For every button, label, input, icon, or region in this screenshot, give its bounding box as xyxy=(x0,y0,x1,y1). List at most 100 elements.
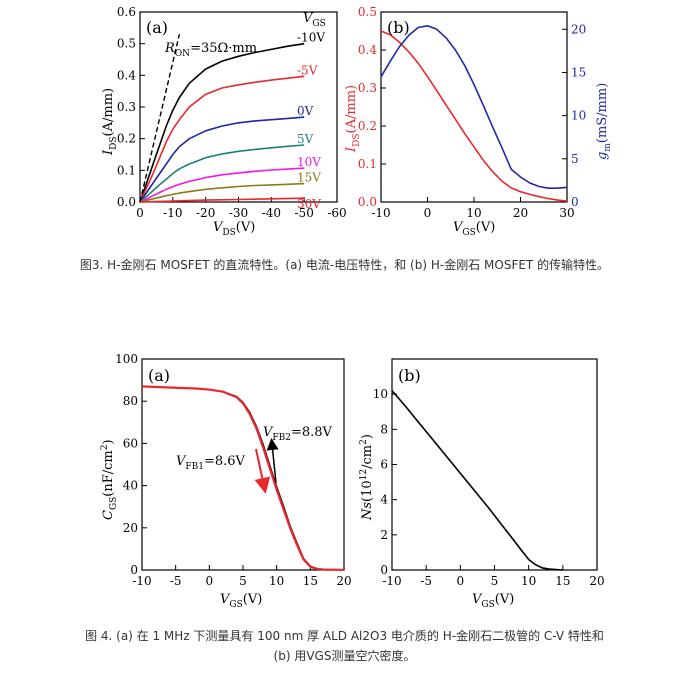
fig3b-frame xyxy=(380,11,568,203)
y-tick-label: 0.1 xyxy=(358,157,377,171)
fig4a-panel-label: (a) xyxy=(148,366,170,385)
x-tick-label: 20 xyxy=(589,574,604,588)
fig4b-xlabel: VGS(V) xyxy=(472,592,514,610)
curve-label: -10V xyxy=(297,31,325,45)
series-line-10V xyxy=(139,42,305,203)
curve-label: 30V xyxy=(297,197,321,211)
y-tick-label: 0 xyxy=(380,563,388,577)
curve-label: -5V xyxy=(297,63,318,77)
y-tick-label: 0.2 xyxy=(358,119,377,133)
x-tick-label: 0 xyxy=(206,574,214,588)
fig3a-legend-title: VGS xyxy=(303,11,326,29)
x-tick-label: -60 xyxy=(327,206,346,220)
fig3a-series xyxy=(139,42,305,203)
x-tick-label: 30 xyxy=(559,206,574,220)
series-line-10V xyxy=(139,167,305,203)
x-tick-label: -5 xyxy=(420,574,432,588)
series-line-30V xyxy=(139,197,305,203)
x-tick-label: -5 xyxy=(170,574,182,588)
x-tick-label: 10 xyxy=(466,206,481,220)
fig4a-vfb1-annotation: VFB1=8.6V xyxy=(176,454,246,472)
fig4a-ylabel: CGS(nF/cm2) xyxy=(100,439,119,520)
curve-label: 10V xyxy=(297,155,321,169)
fig3a-panel: 0 -10 -20 -30 -40 -50 -60 0.00.10.20.30.40.50.… xyxy=(101,5,347,238)
y2-tick-label: 15 xyxy=(571,65,586,79)
y-tick-label: 20 xyxy=(123,521,138,535)
x-tick-label: -40 xyxy=(262,206,281,220)
x-tick-label: 0 xyxy=(136,206,144,220)
series-line-IDS xyxy=(380,30,568,202)
curve-label: 5V xyxy=(297,132,314,146)
y-tick-label: 0 xyxy=(130,563,138,577)
fig3b-y-ticks: 0.0 0.1 0.2 0.3 0.4 0.5 xyxy=(358,5,386,209)
y-tick-label: 0.3 xyxy=(117,100,136,114)
y-tick-label: 40 xyxy=(123,479,138,493)
curve-label: 15V xyxy=(297,171,321,185)
fig3b-panel-label: (b) xyxy=(387,18,410,37)
figure4-caption-line2: (b) 用VGS测量空穴密度。 xyxy=(273,649,416,663)
series-line-Ns xyxy=(391,390,563,571)
fig3a-panel-label: (a) xyxy=(146,18,168,37)
fig4a-forward-arrow xyxy=(254,448,271,494)
y-tick-label: 100 xyxy=(115,352,138,366)
fig4b-series xyxy=(391,390,563,571)
x-tick-label: 20 xyxy=(336,574,351,588)
fig3b-panel: -10 0 10 20 30 0.0 0.1 0.2 0.3 0.4 0.5 0 5 10 15 20 (… xyxy=(344,5,613,238)
fig4b-y-ticks: 0 2 4 6 8 10 xyxy=(373,387,397,577)
fig3b-xlabel: VGS(V) xyxy=(453,220,495,238)
y-tick-label: 80 xyxy=(123,394,138,408)
y-tick-label: 0.3 xyxy=(358,81,377,95)
x-tick-label: -20 xyxy=(196,206,215,220)
fig3a-x-ticks: 0 -10 -20 -30 -40 -50 -60 xyxy=(136,197,347,220)
fig4a-x-ticks: -10 -5 0 5 10 15 20 xyxy=(132,565,352,588)
series-line-0V xyxy=(139,116,305,203)
fig4b-x-ticks: -10 -5 0 5 10 15 20 xyxy=(382,565,605,588)
series-line-forward xyxy=(141,385,345,571)
fig3a-y-ticks: 0.0 0.1 0.2 0.3 0.4 0.5 0.6 xyxy=(117,5,145,209)
y-tick-label: 0.5 xyxy=(358,5,377,19)
y2-tick-label: 5 xyxy=(571,152,579,166)
y-tick-label: 4 xyxy=(380,493,388,507)
fig4a-panel: -10 -5 0 5 10 15 20 0 20 40 60 80 100 (a) VFB1=8.6V… xyxy=(100,352,352,610)
x-tick-label: 10 xyxy=(269,574,284,588)
fig4b-panel-label: (b) xyxy=(398,366,421,385)
fig4b-panel: -10 -5 0 5 10 15 20 0 2 4 6 8 10 (b) VGS(V) Ns(1012… xyxy=(359,358,605,610)
fig4a-y-ticks: 0 20 40 60 80 100 xyxy=(115,352,147,577)
y-tick-label: 0.0 xyxy=(358,195,377,209)
x-tick-label: -10 xyxy=(371,206,390,220)
fig3a-xlabel: VDS(V) xyxy=(213,220,255,238)
x-tick-label: -30 xyxy=(229,206,248,220)
fig3b-y2-ticks: 0 5 10 15 20 xyxy=(562,22,586,209)
x-tick-label: 15 xyxy=(303,574,318,588)
x-tick-label: -10 xyxy=(382,574,401,588)
fig4a-reverse-arrow xyxy=(266,438,279,484)
x-tick-label: 5 xyxy=(239,574,247,588)
fig4a-vfb2-annotation: VFB2=8.8V xyxy=(263,425,333,443)
curve-label: 0V xyxy=(297,104,314,118)
fig3a-ylabel: IDS(A/mm) xyxy=(101,88,119,156)
y-tick-label: 0.4 xyxy=(117,68,136,82)
x-tick-label: -50 xyxy=(295,206,314,220)
y-tick-label: 0.0 xyxy=(117,195,136,209)
series-line-5V xyxy=(139,144,305,203)
x-tick-label: -10 xyxy=(132,574,151,588)
fig4a-xlabel: VGS(V) xyxy=(220,592,262,610)
fig3b-series xyxy=(380,24,568,202)
series-line-gm xyxy=(380,24,568,189)
figure4-caption-line1: 图 4. (a) 在 1 MHz 下测量具有 100 nm 厚 ALD Al2O… xyxy=(85,629,604,643)
y-tick-label: 0.4 xyxy=(358,43,377,57)
fig3b-ylabel-right: gm(mS/mm) xyxy=(595,83,613,160)
y-tick-label: 10 xyxy=(373,387,388,401)
y2-tick-label: 20 xyxy=(571,22,586,36)
series-line-15V xyxy=(139,182,305,203)
fig3a-ron-annotation: RON=35Ω·mm xyxy=(164,41,257,59)
fig4a-series xyxy=(141,385,345,571)
y2-tick-label: 0 xyxy=(571,195,579,209)
series-line-5V xyxy=(139,75,305,203)
fig3b-ylabel-left: IDS(A/mm) xyxy=(344,85,362,153)
figure3-caption-text: 图3. H-金刚石 MOSFET 的直流特性。(a) 电流-电压特性，和 (b)… xyxy=(79,258,610,272)
y-tick-label: 0.1 xyxy=(117,163,136,177)
y-tick-label: 8 xyxy=(380,422,388,436)
y-tick-label: 0.6 xyxy=(117,5,136,19)
